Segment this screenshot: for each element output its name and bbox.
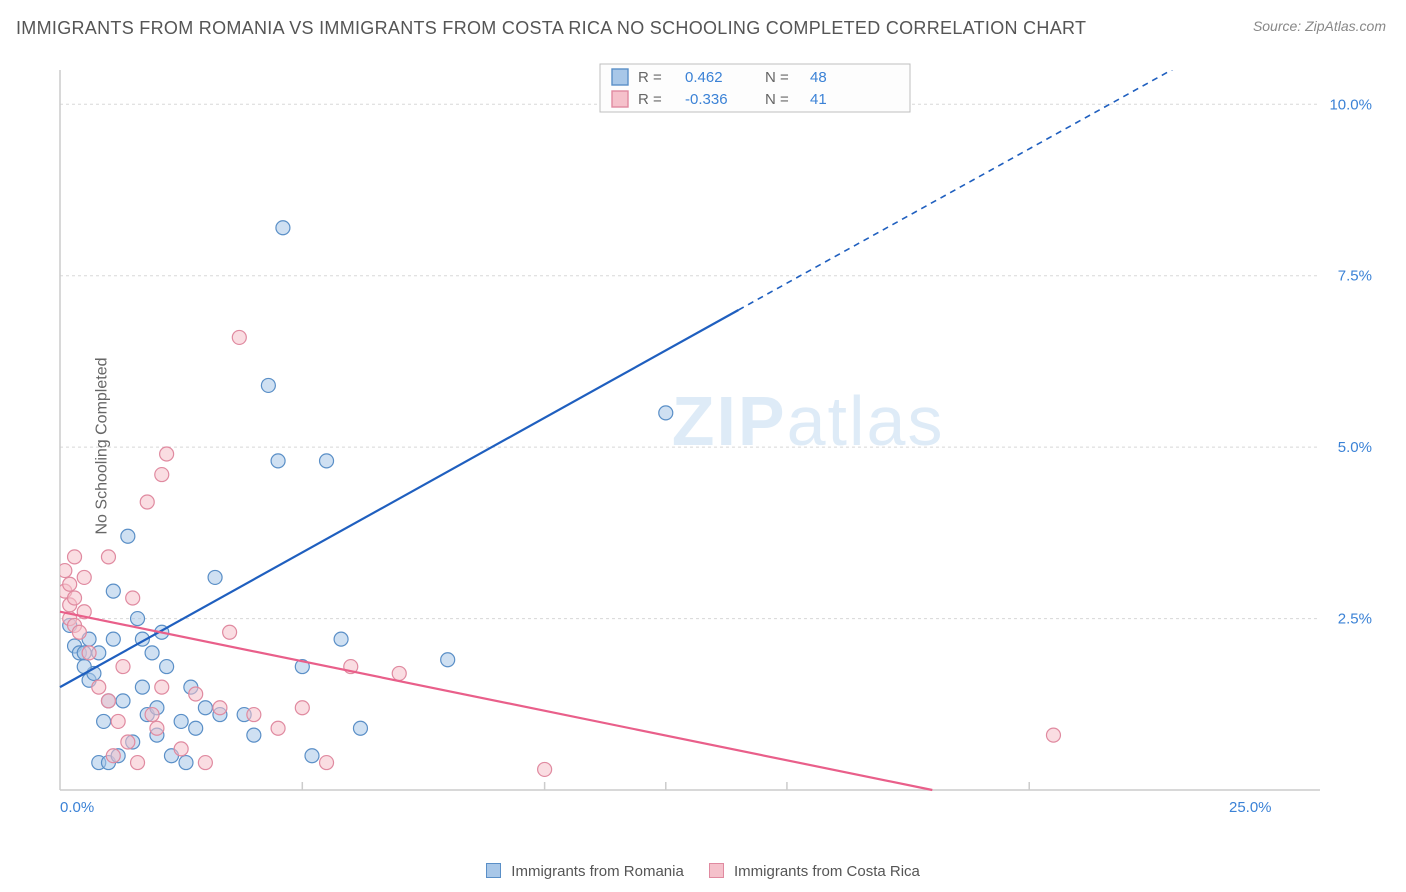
legend-swatch-costarica — [709, 863, 724, 878]
svg-text:41: 41 — [810, 91, 827, 108]
svg-text:5.0%: 5.0% — [1338, 439, 1372, 456]
svg-text:R =: R = — [638, 69, 662, 86]
svg-text:N =: N = — [765, 69, 789, 86]
legend-label-romania: Immigrants from Romania — [511, 863, 684, 880]
svg-text:R =: R = — [638, 91, 662, 108]
correlation-chart: IMMIGRANTS FROM ROMANIA VS IMMIGRANTS FR… — [0, 0, 1406, 892]
svg-text:25.0%: 25.0% — [1229, 799, 1272, 816]
svg-text:10.0%: 10.0% — [1329, 96, 1372, 113]
legend-swatch-romania — [486, 863, 501, 878]
svg-text:N =: N = — [765, 91, 789, 108]
svg-text:7.5%: 7.5% — [1338, 268, 1372, 285]
bottom-legend: Immigrants from Romania Immigrants from … — [0, 863, 1406, 880]
source-label: Source: ZipAtlas.com — [1253, 18, 1386, 34]
plot-svg: 2.5% 5.0% 7.5% 10.0% 0.0% 25.0% ZIPatlas R = 0.4… — [50, 60, 1380, 830]
svg-text:0.462: 0.462 — [685, 69, 723, 86]
chart-title: IMMIGRANTS FROM ROMANIA VS IMMIGRANTS FR… — [16, 18, 1086, 39]
svg-text:2.5%: 2.5% — [1338, 611, 1372, 628]
svg-text:0.0%: 0.0% — [60, 799, 94, 816]
legend-label-costarica: Immigrants from Costa Rica — [734, 863, 920, 880]
plot-area: 2.5% 5.0% 7.5% 10.0% 0.0% 25.0% ZIPatlas R = 0.4… — [50, 60, 1380, 830]
svg-text:ZIPatlas: ZIPatlas — [672, 382, 945, 460]
svg-text:-0.336: -0.336 — [685, 91, 728, 108]
svg-text:48: 48 — [810, 69, 827, 86]
